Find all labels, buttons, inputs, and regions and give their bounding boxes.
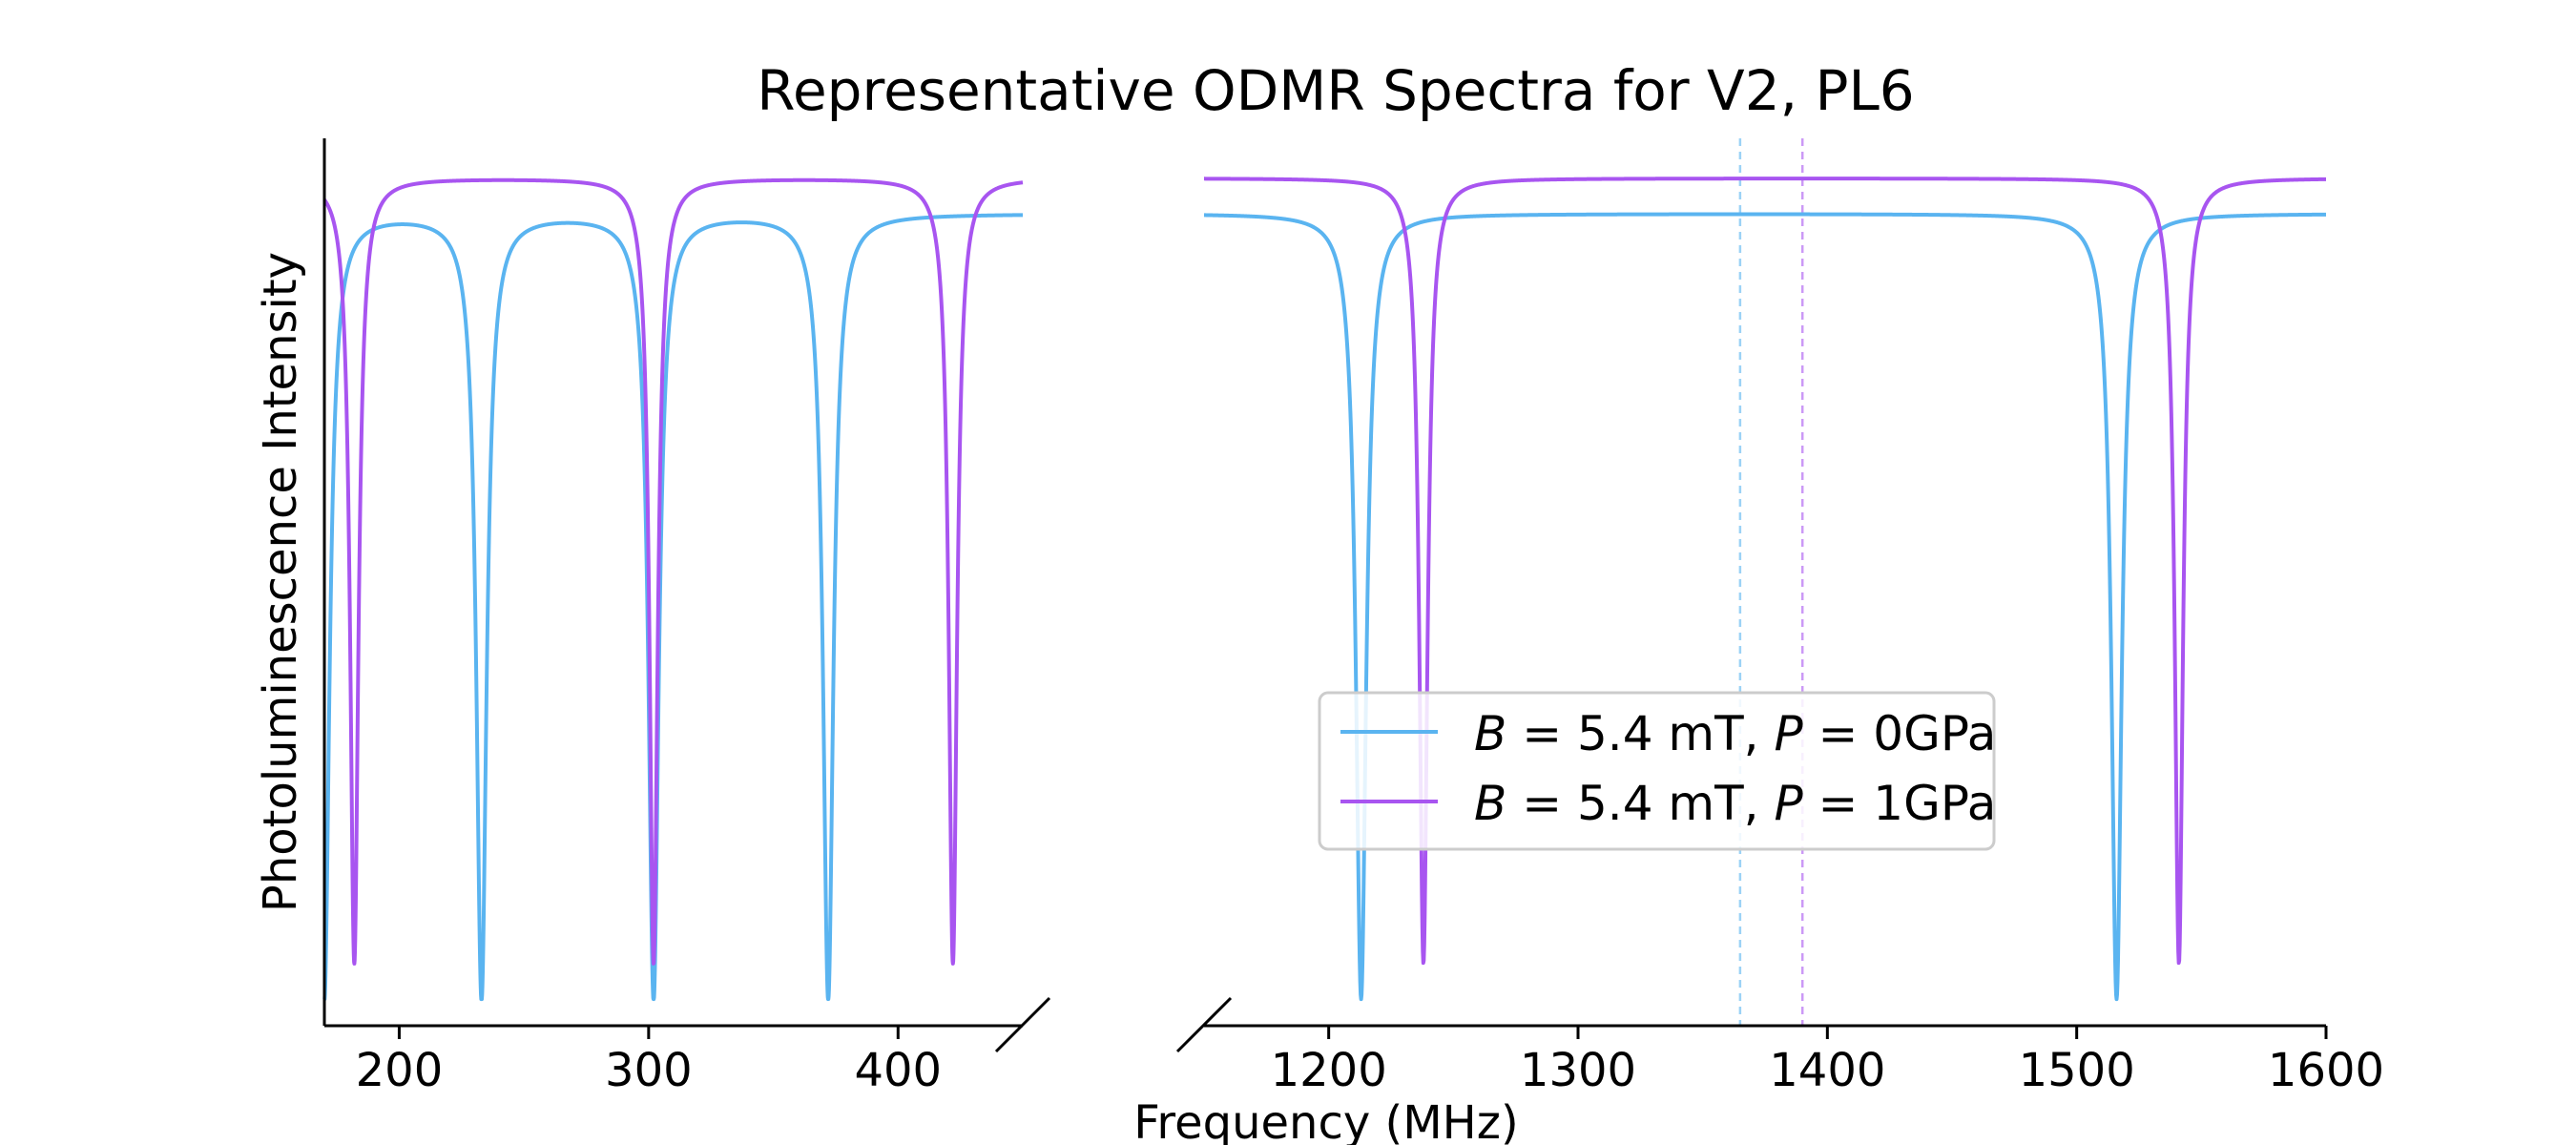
series-line-left-0 bbox=[322, 213, 1025, 1002]
series-line-left-1 bbox=[322, 177, 1025, 966]
legend-0p-b-value: = 5.4 mT, bbox=[1506, 706, 1774, 761]
right-axis-break-mark bbox=[1175, 996, 1233, 1053]
legend: B = 5.4 mT, P = 0GPa B = 5.4 mT, P = 1GP… bbox=[1318, 691, 1996, 851]
legend-0p-p: P bbox=[1774, 706, 1803, 761]
x-tick-label-1600: 1600 bbox=[2268, 1044, 2384, 1097]
x-tick-label-300: 300 bbox=[605, 1044, 693, 1097]
legend-0p-b: B bbox=[1474, 706, 1506, 761]
x-axis-label: Frequency (MHz) bbox=[1133, 1096, 1518, 1145]
y-axis-label: Photoluminescence Intensity bbox=[254, 252, 307, 912]
x-tick-label-1300: 1300 bbox=[1520, 1044, 1636, 1097]
legend-1p-b: B bbox=[1474, 776, 1506, 831]
series-line-right-0 bbox=[1202, 212, 2328, 1002]
series-line-right-1 bbox=[1202, 177, 2328, 966]
legend-1p-p: P bbox=[1774, 776, 1803, 831]
legend-1p-p-value: = 1GPa bbox=[1803, 776, 1997, 831]
x-tick-label-1200: 1200 bbox=[1271, 1044, 1387, 1097]
legend-label-0p: B = 5.4 mT, P = 0GPa bbox=[1474, 706, 1996, 761]
legend-0p-p-value: = 0GPa bbox=[1803, 706, 1997, 761]
legend-label-1p: B = 5.4 mT, P = 1GPa bbox=[1474, 776, 1996, 831]
left-panel: 200 300 400 bbox=[322, 138, 1051, 1097]
legend-box bbox=[1318, 691, 1996, 851]
right-panel: 1200 1300 1400 1500 1600 bbox=[1175, 138, 2384, 1097]
x-tick-label-200: 200 bbox=[356, 1044, 444, 1097]
chart-title: Representative ODMR Spectra for V2, PL6 bbox=[757, 58, 1914, 123]
x-tick-label-400: 400 bbox=[854, 1044, 942, 1097]
legend-1p-b-value: = 5.4 mT, bbox=[1506, 776, 1774, 831]
x-tick-label-1400: 1400 bbox=[1769, 1044, 1885, 1097]
x-tick-label-1500: 1500 bbox=[2019, 1044, 2135, 1097]
left-axis-break-mark bbox=[994, 996, 1051, 1053]
